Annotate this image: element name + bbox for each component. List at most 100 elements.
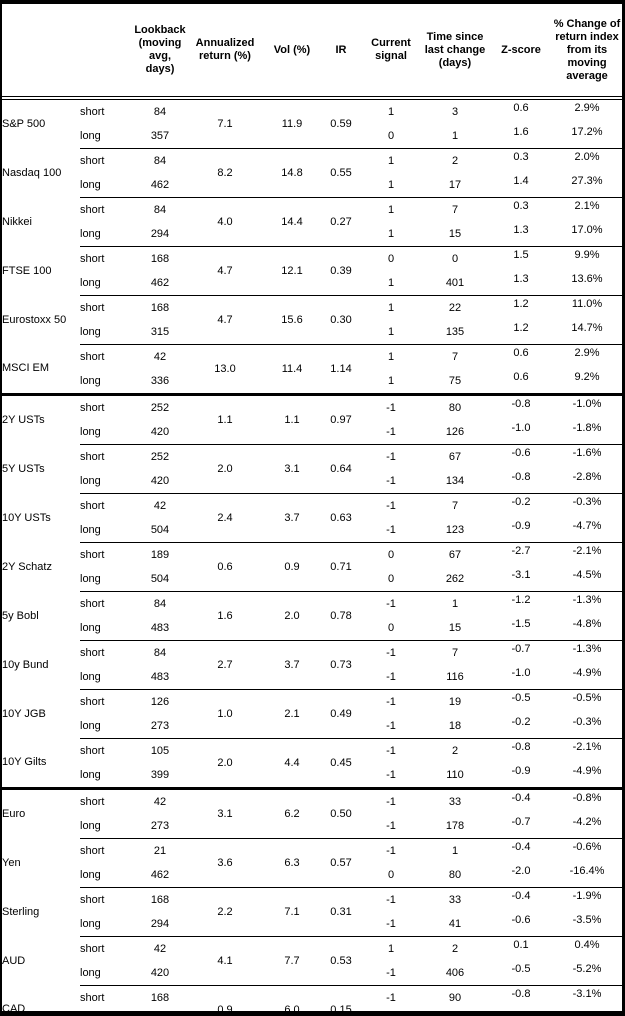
asset-name: 10y Bund (2, 658, 49, 671)
time-since-value: 7 (420, 493, 490, 518)
annualized-return-value: 2.4 (186, 493, 264, 543)
signal-value: -1 (386, 719, 396, 732)
asset-name: Eurostoxx 50 (2, 313, 67, 326)
signal-value: 1 (362, 148, 420, 173)
z-score-value-text: -0.4 (511, 840, 531, 853)
signal-value: -1 (386, 917, 396, 930)
signal-value: -1 (362, 738, 420, 763)
lookback-value: 168 (134, 887, 186, 912)
pct-change-value-text: -1.3% (572, 642, 602, 655)
table-header: Lookback (moving avg, days) Annualized re… (2, 4, 622, 100)
lookback-value: 462 (150, 178, 170, 191)
pct-change-value-text: -0.6% (572, 840, 602, 853)
pct-change-value: 2.1% (552, 197, 622, 222)
z-score-value-text: -2.7 (511, 544, 531, 557)
lookback-value: 483 (150, 670, 170, 683)
column-header-name (2, 4, 80, 100)
z-score-value: 1.4 (490, 173, 552, 198)
z-score-value-text: -0.6 (511, 446, 531, 459)
z-score-value: -0.8 (490, 738, 552, 763)
z-score-value-text: -0.8 (511, 397, 531, 410)
z-score-value: 0.1 (490, 936, 552, 961)
z-score-value-text: 0.3 (513, 199, 529, 212)
signal-value: 0 (387, 868, 395, 881)
signal-value: 0 (362, 542, 420, 567)
asset-name: Nasdaq 100 (2, 166, 62, 179)
lookback-value: 462 (150, 276, 170, 289)
z-score-value-text: -0.7 (511, 642, 531, 655)
pct-change-value-text: -0.3% (572, 495, 602, 508)
pct-change-value: 27.3% (552, 173, 622, 198)
lookback-value: 420 (150, 425, 170, 438)
horizon-label-short: short (80, 640, 134, 665)
horizon-label-short: short (80, 344, 134, 369)
z-score-value-text: -0.4 (511, 889, 531, 902)
time-since-value: 0 (420, 246, 490, 271)
pct-change-value: -4.9% (552, 665, 622, 690)
pct-change-value: -16.4% (552, 863, 622, 888)
table-row: long 294 1 15 1.3 17.0% (2, 222, 622, 247)
signal-value: -1 (362, 393, 420, 420)
table-row: 10y Bund short 84 2.7 3.7 0.73 -1 7 -0.7 -1.3% (2, 640, 622, 690)
z-score-value-text: -0.2 (511, 715, 531, 728)
z-score-value: 1.5 (490, 246, 552, 271)
pct-change-value: 2.0% (552, 148, 622, 173)
z-score-value: -0.5 (490, 689, 552, 714)
lookback-value: 420 (150, 474, 170, 487)
z-score-value-text: 1.4 (513, 174, 529, 187)
z-score-value-text: -2.0 (511, 864, 531, 877)
annualized-return-value: 4.1 (186, 936, 264, 986)
table-row: long 504 0 262 -3.1 -4.5% (2, 567, 622, 592)
lookback-value: 189 (134, 542, 186, 567)
z-score-value-text: -0.6 (511, 913, 531, 926)
column-header-signal: Current signal (362, 4, 420, 100)
annualized-return-value: 8.2 (186, 148, 264, 198)
z-score-value-text: -0.7 (511, 815, 531, 828)
pct-change-value-text: -4.9% (572, 764, 602, 777)
ir-value: 0.39 (320, 246, 362, 296)
z-score-value-text: 0.3 (513, 150, 529, 163)
pct-change-value-text: 27.3% (571, 174, 603, 187)
time-since-value: 33 (420, 787, 490, 814)
ir-value: 0.45 (320, 738, 362, 789)
pct-change-value: -3.5% (552, 912, 622, 937)
horizon-label-short: short (80, 838, 134, 863)
z-score-value-text: 1.3 (513, 272, 529, 285)
column-header-vol: Vol (%) (264, 4, 320, 100)
annualized-return-value: 2.2 (186, 887, 264, 937)
vol-value: 6.2 (264, 787, 320, 839)
annualized-return-value: 1.1 (186, 393, 264, 445)
horizon-label-long: long (80, 374, 101, 387)
lookback-value: 399 (150, 768, 170, 781)
ir-value: 0.31 (320, 887, 362, 937)
momentum-signals-table: Lookback (moving avg, days) Annualized re… (2, 4, 622, 1016)
horizon-label-short: short (80, 105, 105, 118)
time-since-value: 1 (420, 838, 490, 863)
lookback-value: 21 (134, 838, 186, 863)
pct-change-value: -0.5% (552, 689, 622, 714)
vol-value: 11.4 (264, 344, 320, 395)
vol-value: 14.8 (264, 148, 320, 198)
table-row: long 315 1 135 1.2 14.7% (2, 320, 622, 345)
time-since-value: 496 (420, 1010, 490, 1016)
pct-change-value: 13.6% (552, 271, 622, 296)
ir-value: 0.71 (320, 542, 362, 592)
asset-name: 10Y Gilts (2, 756, 47, 769)
pct-change-value-text: -0.5% (572, 691, 602, 704)
signal-value: 0 (387, 129, 395, 142)
z-score-value: 0.3 (490, 197, 552, 222)
lookback-value: 294 (150, 227, 170, 240)
signal-value: -1 (386, 474, 396, 487)
horizon-label-long: long (80, 325, 101, 338)
z-score-value-text: -1.5 (511, 617, 531, 630)
pct-change-value-text: 9.9% (574, 248, 600, 261)
z-score-value-text: -0.2 (511, 495, 531, 508)
ir-value: 0.55 (320, 148, 362, 198)
z-score-value: 0.6 (490, 369, 552, 395)
z-score-value: 1.6 (490, 124, 552, 149)
pct-change-value-text: -3.1% (572, 987, 602, 1000)
table-row: MSCI EM short 42 13.0 11.4 1.14 1 7 0.6 2.9% (2, 344, 622, 395)
z-score-value-text: -0.5 (511, 691, 531, 704)
z-score-value: -0.6 (490, 912, 552, 937)
pct-change-value-text: -4.2% (572, 815, 602, 828)
